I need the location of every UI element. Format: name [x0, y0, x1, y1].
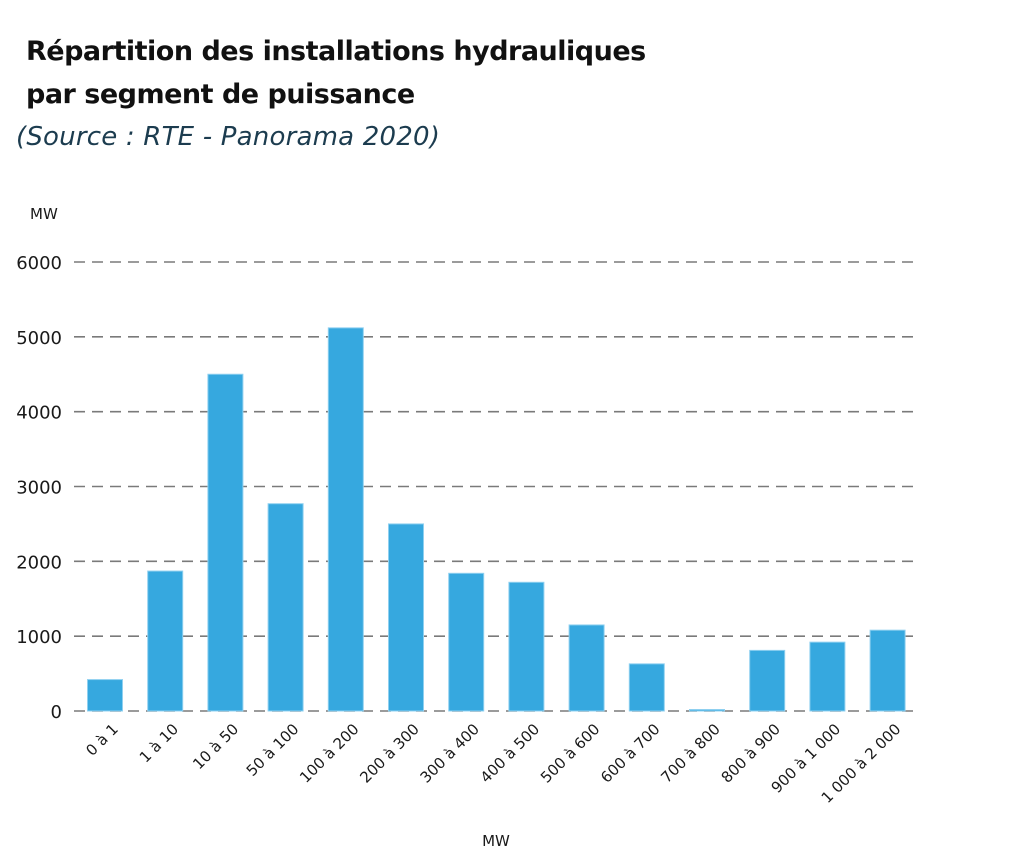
x-tick-label: 500 à 600: [537, 720, 603, 786]
y-axis-ticks: 0 1000 2000 3000 4000 5000 6000: [16, 253, 62, 723]
x-tick-label: 1 à 10: [136, 720, 182, 766]
y-tick-label: 1000: [16, 627, 62, 648]
x-tick-label: 0 à 1: [82, 720, 121, 759]
bar: [568, 624, 605, 712]
y-tick-label: 6000: [16, 253, 62, 274]
chart-title: Répartition des installations hydrauliqu…: [26, 30, 646, 116]
bar: [87, 679, 123, 712]
bar: [809, 641, 846, 712]
bar: [628, 663, 665, 712]
x-tick-label: 50 à 100: [243, 720, 303, 780]
bar: [147, 570, 184, 712]
x-tick-label: 400 à 500: [477, 720, 543, 786]
x-tick-label: 100 à 200: [296, 720, 362, 786]
y-axis-label: MW: [30, 205, 58, 223]
y-tick-label: 5000: [16, 328, 62, 349]
bars: [87, 327, 906, 712]
x-axis-label: MW: [482, 832, 510, 850]
x-tick-label: 300 à 400: [417, 720, 483, 786]
chart-title-line-1: Répartition des installations hydrauliqu…: [26, 36, 646, 67]
y-tick-label: 2000: [16, 552, 62, 573]
bar: [448, 572, 485, 712]
bar: [869, 629, 906, 712]
bar: [327, 327, 364, 712]
chart-title-line-2: par segment de puissance: [26, 79, 415, 110]
chart-subtitle: (Source : RTE - Panorama 2020): [16, 122, 441, 152]
bar: [689, 709, 725, 712]
x-tick-label: 700 à 800: [657, 720, 723, 786]
x-tick-label: 10 à 50: [189, 720, 242, 773]
bar: [508, 581, 545, 712]
x-tick-label: 200 à 300: [356, 720, 422, 786]
bar: [267, 503, 304, 712]
bar: [749, 649, 786, 712]
gridlines: [74, 261, 918, 712]
y-tick-label: 0: [51, 702, 62, 723]
x-tick-label: 600 à 700: [597, 720, 663, 786]
y-tick-label: 3000: [16, 478, 62, 499]
bar: [388, 523, 424, 712]
bar: [207, 373, 244, 712]
y-tick-label: 4000: [16, 403, 62, 424]
